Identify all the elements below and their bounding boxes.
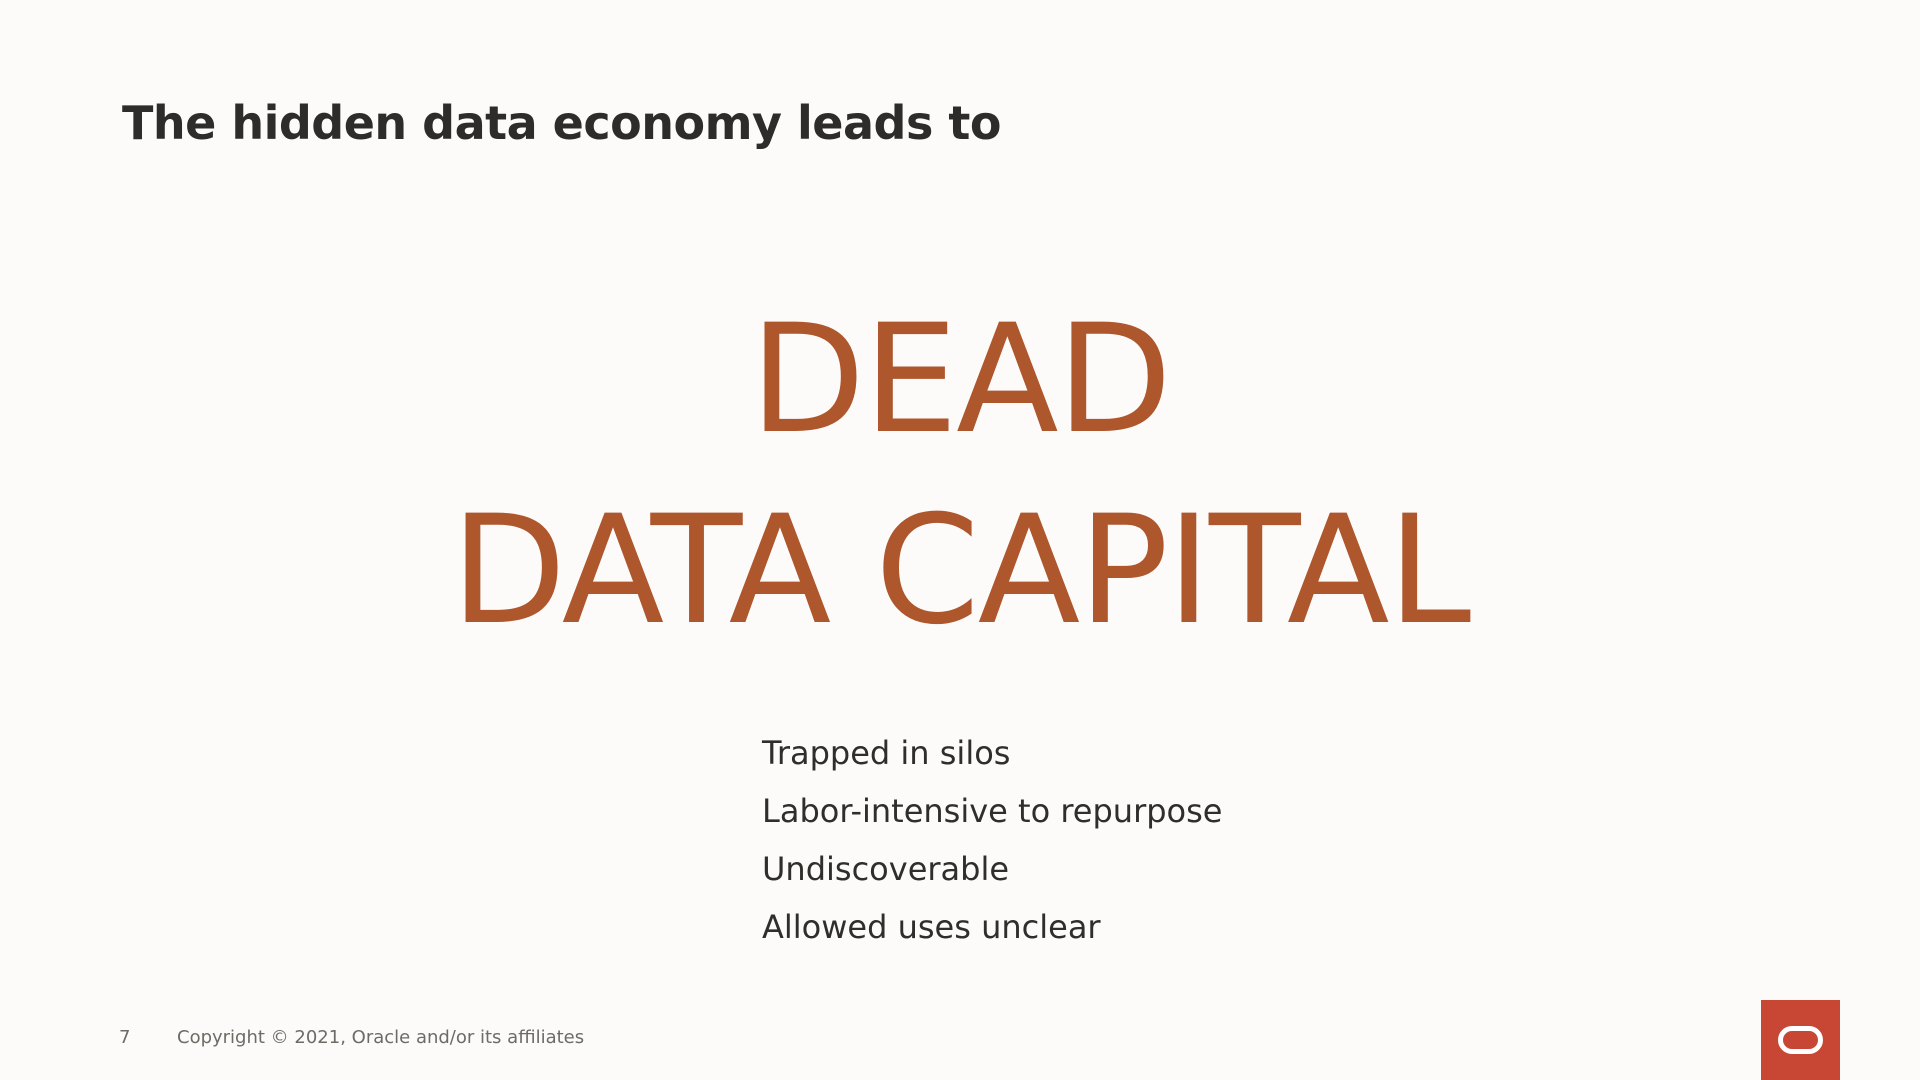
bullet-list: Trapped in silos Labor-intensive to repu… — [762, 730, 1222, 962]
bullet-item: Trapped in silos — [762, 734, 1011, 772]
bullet-item: Labor-intensive to repurpose — [762, 792, 1223, 830]
headline-data-capital: DATA CAPITAL — [450, 484, 1471, 658]
headline-dead: DEAD — [749, 293, 1172, 467]
page-number: 7 — [119, 1027, 131, 1048]
bullet-item: Allowed uses unclear — [762, 908, 1101, 946]
oracle-ring-icon — [1778, 1026, 1823, 1054]
copyright-notice: Copyright © 2021, Oracle and/or its affi… — [177, 1027, 585, 1048]
bullet-item: Undiscoverable — [762, 850, 1010, 888]
slide-title: The hidden data economy leads to — [122, 96, 1001, 150]
oracle-logo-icon — [1761, 1000, 1840, 1080]
